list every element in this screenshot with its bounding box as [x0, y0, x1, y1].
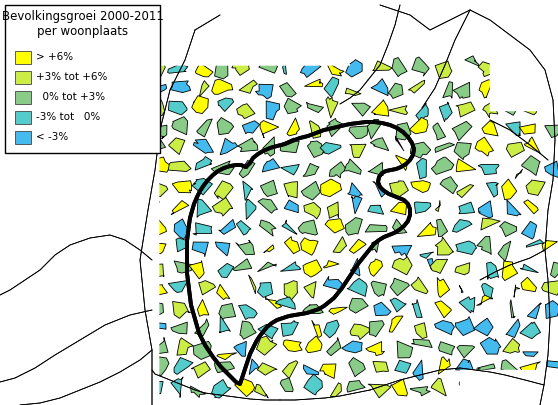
- Text: 0% tot +3%: 0% tot +3%: [36, 92, 105, 102]
- FancyBboxPatch shape: [15, 51, 31, 64]
- Polygon shape: [460, 370, 558, 405]
- Polygon shape: [0, 0, 158, 405]
- FancyBboxPatch shape: [15, 130, 31, 143]
- FancyBboxPatch shape: [15, 111, 31, 124]
- Polygon shape: [490, 0, 558, 110]
- FancyBboxPatch shape: [15, 70, 31, 83]
- Text: +3% tot +6%: +3% tot +6%: [36, 72, 107, 82]
- Text: Bevolkingsgroei 2000-2011
per woonplaats: Bevolkingsgroei 2000-2011 per woonplaats: [2, 10, 163, 38]
- Text: > +6%: > +6%: [36, 52, 73, 62]
- FancyBboxPatch shape: [5, 5, 160, 153]
- Text: -3% tot   0%: -3% tot 0%: [36, 112, 100, 122]
- Polygon shape: [0, 0, 350, 65]
- Text: < -3%: < -3%: [36, 132, 68, 142]
- FancyBboxPatch shape: [15, 90, 31, 104]
